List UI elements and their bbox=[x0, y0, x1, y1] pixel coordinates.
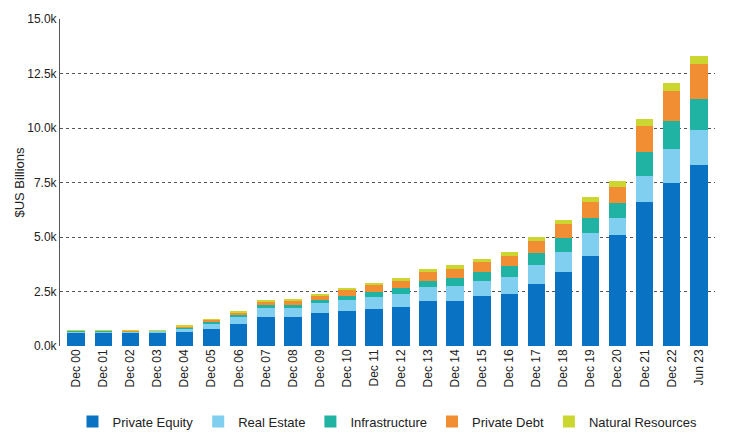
svg-text:15.0k: 15.0k bbox=[27, 12, 57, 26]
svg-text:0.0k: 0.0k bbox=[34, 339, 58, 353]
svg-text:Dec 17: Dec 17 bbox=[529, 349, 543, 387]
svg-text:Dec 12: Dec 12 bbox=[394, 349, 408, 387]
svg-text:10.0k: 10.0k bbox=[27, 121, 57, 135]
svg-text:Dec 15: Dec 15 bbox=[475, 349, 489, 387]
svg-text:Real Estate: Real Estate bbox=[238, 415, 305, 430]
svg-text:Dec 05: Dec 05 bbox=[204, 349, 218, 387]
svg-text:2.5k: 2.5k bbox=[34, 285, 58, 299]
svg-text:Dec 01: Dec 01 bbox=[96, 349, 110, 387]
svg-text:Dec 06: Dec 06 bbox=[232, 349, 246, 387]
svg-text:Jun 23: Jun 23 bbox=[692, 349, 706, 385]
svg-text:Dec 16: Dec 16 bbox=[502, 349, 516, 387]
svg-text:Dec 20: Dec 20 bbox=[610, 349, 624, 387]
svg-text:Private Equity: Private Equity bbox=[113, 415, 194, 430]
svg-text:Dec 21: Dec 21 bbox=[638, 349, 652, 387]
svg-text:12.5k: 12.5k bbox=[27, 67, 57, 81]
svg-text:Dec 18: Dec 18 bbox=[556, 349, 570, 387]
svg-text:Dec 07: Dec 07 bbox=[259, 349, 273, 387]
svg-text:Infrastructure: Infrastructure bbox=[350, 415, 427, 430]
svg-text:Private Debt: Private Debt bbox=[472, 415, 544, 430]
svg-text:Dec 03: Dec 03 bbox=[150, 349, 164, 387]
svg-text:Dec 13: Dec 13 bbox=[421, 349, 435, 387]
svg-text:Dec 11: Dec 11 bbox=[367, 349, 381, 386]
svg-text:$US Billions: $US Billions bbox=[12, 147, 27, 218]
svg-text:7.5k: 7.5k bbox=[34, 176, 58, 190]
svg-text:Dec 04: Dec 04 bbox=[177, 349, 191, 387]
svg-text:Dec 14: Dec 14 bbox=[448, 349, 462, 387]
svg-text:Dec 02: Dec 02 bbox=[123, 349, 137, 387]
svg-text:Dec 00: Dec 00 bbox=[69, 349, 83, 387]
svg-text:Dec 19: Dec 19 bbox=[583, 349, 597, 387]
svg-text:Dec 22: Dec 22 bbox=[665, 349, 679, 387]
svg-text:Dec 09: Dec 09 bbox=[313, 349, 327, 387]
svg-text:Natural Resources: Natural Resources bbox=[589, 415, 697, 430]
svg-text:Dec 10: Dec 10 bbox=[340, 349, 354, 387]
svg-text:Dec 08: Dec 08 bbox=[286, 349, 300, 387]
svg-text:5.0k: 5.0k bbox=[34, 230, 58, 244]
